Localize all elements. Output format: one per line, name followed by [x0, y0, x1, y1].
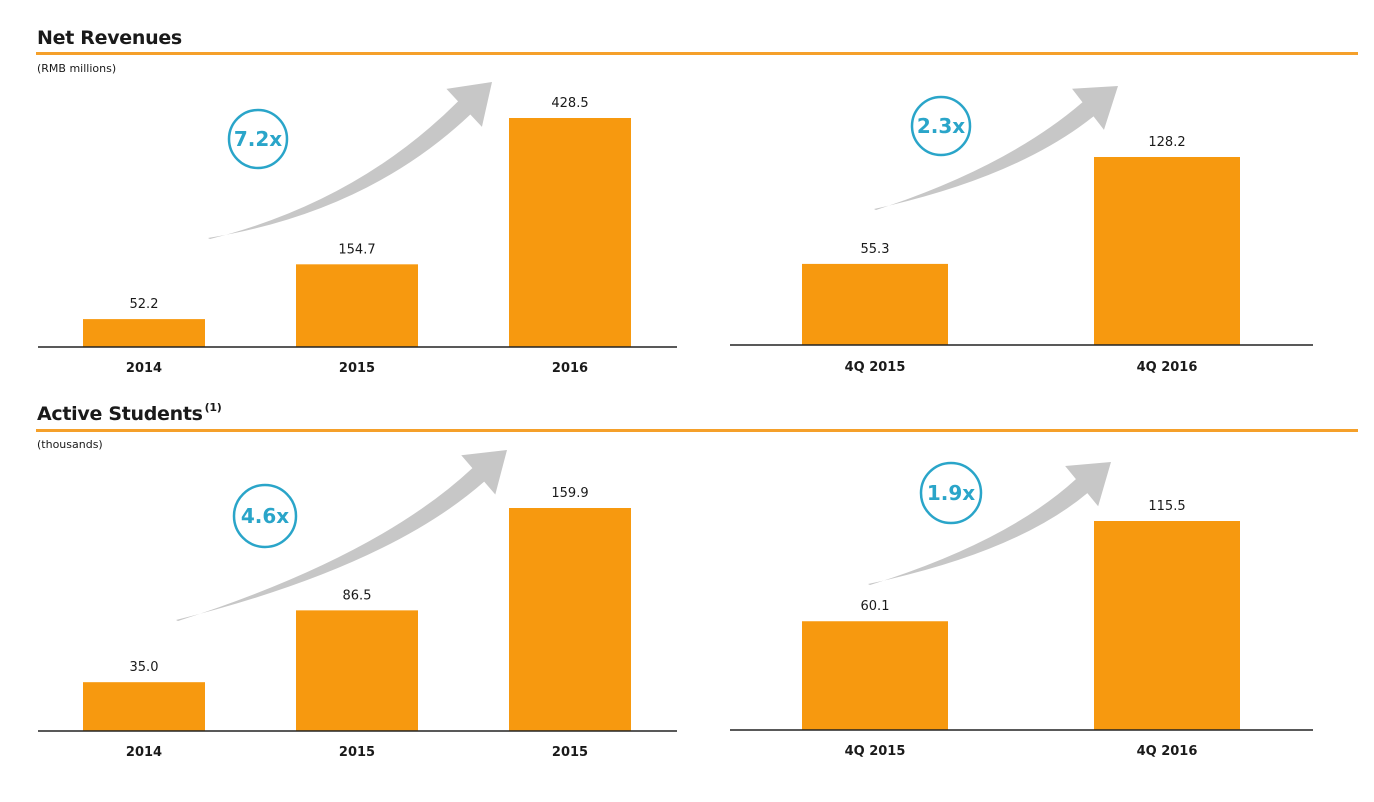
- active-students-title: Active Students (1): [37, 401, 222, 425]
- net-revenues-title-text: Net Revenues: [37, 27, 182, 49]
- bar: [509, 118, 631, 347]
- bar-value-label: 154.7: [338, 242, 375, 257]
- growth-arrow-icon: [874, 86, 1118, 210]
- bar-value-label: 60.1: [861, 599, 890, 614]
- bar-value-label: 52.2: [130, 297, 159, 312]
- multiplier-label: 1.9x: [927, 481, 975, 505]
- category-label: 2015: [552, 745, 588, 760]
- bar-value-label: 159.9: [551, 486, 588, 501]
- category-label: 4Q 2015: [845, 360, 906, 375]
- bar-value-label: 86.5: [343, 588, 372, 603]
- bar: [83, 319, 205, 347]
- bar: [802, 621, 948, 730]
- active-students-footnote: (1): [204, 401, 222, 414]
- chart-2: 55.3 4Q 2015 128.2 4Q 2016 2.3x: [730, 86, 1313, 375]
- chart-4: 60.1 4Q 2015 115.5 4Q 2016 1.9x: [730, 461, 1313, 759]
- multiplier-label: 7.2x: [234, 127, 282, 151]
- category-label: 2014: [126, 745, 162, 760]
- net-revenues-unit: (RMB millions): [37, 62, 117, 75]
- category-label: 2015: [339, 745, 375, 760]
- bar-value-label: 128.2: [1148, 135, 1185, 150]
- bar-value-label: 115.5: [1148, 499, 1185, 514]
- category-label: 4Q 2016: [1137, 360, 1198, 375]
- growth-arrow-icon: [868, 462, 1111, 585]
- multiplier-badge: [919, 461, 983, 525]
- active-students-rule: [36, 429, 1358, 432]
- bar: [1094, 157, 1240, 345]
- bar-value-label: 428.5: [551, 96, 588, 111]
- category-label: 4Q 2016: [1137, 744, 1198, 759]
- category-label: 4Q 2015: [845, 744, 906, 759]
- bar-value-label: 35.0: [130, 660, 159, 675]
- bar: [509, 508, 631, 731]
- chart-1: 52.2 2014 154.7 2015 428.5 2016 7.2x: [38, 82, 677, 376]
- bar: [1094, 521, 1240, 730]
- category-label: 2014: [126, 361, 162, 376]
- active-students-unit: (thousands): [37, 438, 103, 451]
- multiplier-label: 2.3x: [917, 114, 965, 138]
- growth-arrow-icon: [176, 450, 507, 621]
- net-revenues-rule: [36, 52, 1358, 55]
- bar: [296, 610, 418, 731]
- multiplier-badge: [910, 95, 972, 157]
- category-label: 2015: [339, 361, 375, 376]
- multiplier-badge: [232, 483, 298, 549]
- category-label: 2016: [552, 361, 588, 376]
- active-students-title-text: Active Students: [37, 403, 203, 425]
- bar: [83, 682, 205, 731]
- multiplier-label: 4.6x: [241, 504, 289, 528]
- net-revenues-title: Net Revenues: [37, 27, 182, 49]
- bar: [802, 263, 948, 345]
- bar-value-label: 55.3: [861, 242, 890, 257]
- multiplier-badge: [227, 108, 289, 170]
- chart-3: 35.0 2014 86.5 2015 159.9 2015 4.6x: [38, 450, 677, 760]
- bar: [296, 264, 418, 347]
- growth-arrow-icon: [208, 82, 492, 239]
